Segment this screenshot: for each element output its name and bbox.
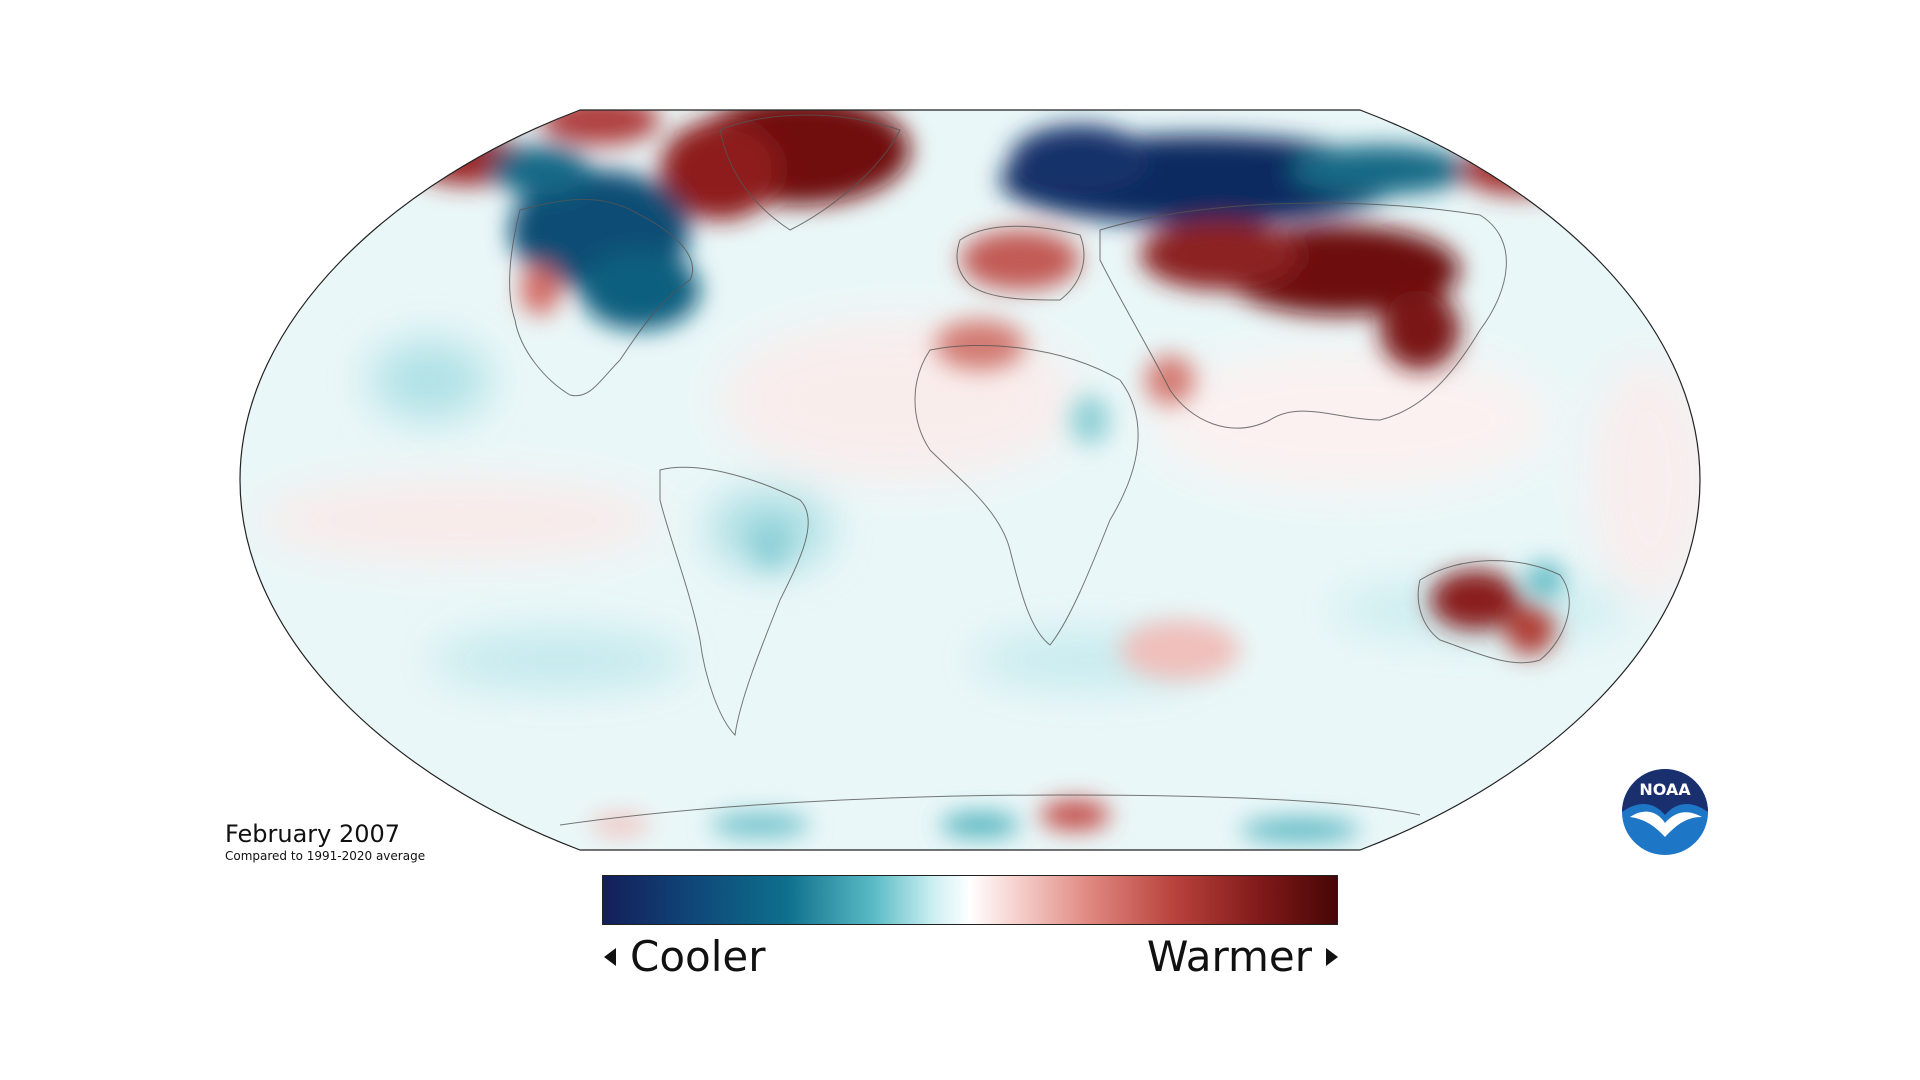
map-baseline-subtitle: Compared to 1991-2020 average [225, 849, 426, 863]
noaa-logo-text: NOAA [1639, 780, 1691, 799]
globe-outline [239, 109, 1701, 851]
warmer-label: Warmer [1147, 932, 1338, 981]
color-scale-bar [602, 875, 1338, 925]
arrow-left-icon [604, 947, 616, 966]
anomaly-field [240, 110, 1700, 850]
coastlines [509, 114, 1570, 826]
warmer-label-text: Warmer [1146, 932, 1312, 981]
noaa-logo-icon: NOAA [1622, 769, 1708, 855]
map-date-title: February 2007 [225, 820, 401, 848]
arrow-right-icon [1326, 947, 1338, 966]
cooler-label: Cooler [604, 932, 766, 981]
cooler-label-text: Cooler [630, 932, 766, 981]
